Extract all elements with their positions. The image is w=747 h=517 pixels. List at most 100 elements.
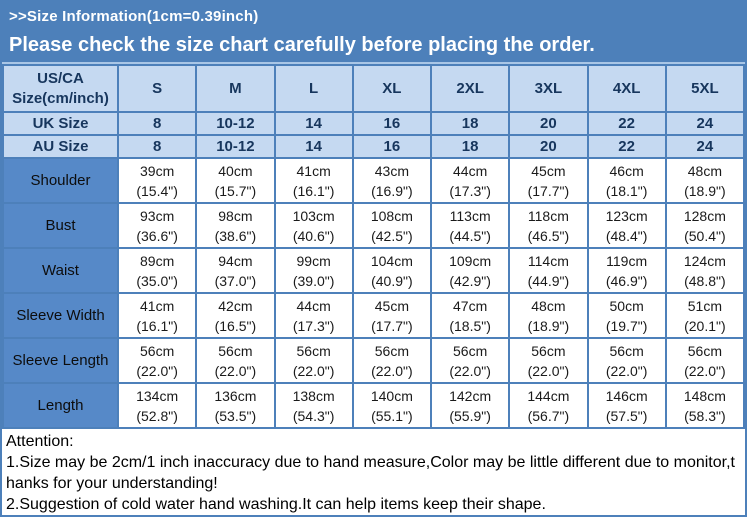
cm-value: 40cm bbox=[218, 162, 253, 179]
attention-line-2: 2.Suggestion of cold water hand washing.… bbox=[6, 496, 546, 513]
size-header-row: US/CA Size(cm/inch) S M L XL 2XL 3XL 4XL 5XL bbox=[2, 64, 745, 113]
cm-value: 114cm bbox=[527, 252, 569, 269]
cm-value: 119cm bbox=[606, 252, 648, 269]
inch-value: (15.7") bbox=[214, 182, 257, 199]
measurement-label: Sleeve Length bbox=[2, 337, 119, 384]
cm-value: 146cm bbox=[605, 387, 648, 404]
size-column-m: M bbox=[195, 64, 276, 113]
cm-value: 45cm bbox=[374, 297, 409, 314]
measurement-cell: 140cm (55.1") bbox=[351, 382, 433, 429]
measurement-cell: 103cm (40.6") bbox=[273, 202, 354, 249]
cm-value: 104cm bbox=[370, 252, 413, 269]
au-size-row-value: 24 bbox=[664, 134, 745, 159]
cm-value: 140cm bbox=[370, 387, 413, 404]
cm-value: 47cm bbox=[453, 297, 488, 314]
cm-value: 45cm bbox=[531, 162, 566, 179]
inch-value: (22.0") bbox=[371, 362, 413, 379]
cm-value: 56cm bbox=[296, 342, 331, 359]
cm-value: 43cm bbox=[374, 162, 409, 179]
inch-value: (54.3") bbox=[292, 407, 335, 424]
measurement-cell: 134cm (52.8") bbox=[116, 382, 198, 429]
measurement-cell: 56cm (22.0") bbox=[273, 337, 354, 384]
corner-header-us-ca: US/CA Size(cm/inch) bbox=[2, 64, 119, 113]
uk-size-row: UK Size 8 10-12 14 16 18 20 22 24 bbox=[2, 111, 745, 136]
measurement-cell: 56cm (22.0") bbox=[195, 337, 276, 384]
size-column-2xl: 2XL bbox=[429, 64, 511, 113]
cm-value: 48cm bbox=[687, 162, 722, 179]
inch-value: (44.5") bbox=[449, 227, 491, 244]
attention-line-1: 1.Size may be 2cm/1 inch inaccuracy due … bbox=[6, 454, 735, 492]
measurement-cell: 146cm (57.5") bbox=[586, 382, 667, 429]
uk-size-row-value: 20 bbox=[508, 111, 589, 136]
measurement-cell: 128cm (50.4") bbox=[664, 202, 745, 249]
measurement-cell: 46cm (18.1") bbox=[586, 157, 667, 204]
inch-value: (22.0") bbox=[136, 362, 178, 379]
size-column-4xl: 4XL bbox=[586, 64, 667, 113]
measurement-cell: 109cm (42.9") bbox=[429, 247, 511, 294]
measurement-cell: 44cm (17.3") bbox=[429, 157, 511, 204]
inch-value: (22.0") bbox=[527, 362, 570, 379]
inch-value: (16.1") bbox=[292, 182, 335, 199]
measurement-cell: 56cm (22.0") bbox=[664, 337, 745, 384]
inch-value: (18.1") bbox=[605, 182, 648, 199]
banner: >>Size Information(1cm=0.39inch) Please … bbox=[2, 2, 745, 64]
inch-value: (17.3") bbox=[292, 317, 335, 334]
cm-value: 48cm bbox=[531, 297, 566, 314]
inch-value: (16.9") bbox=[371, 182, 413, 199]
inch-value: (48.8") bbox=[684, 272, 726, 289]
size-column-5xl: 5XL bbox=[664, 64, 745, 113]
measurement-row-waist: Waist 89cm (35.0") 94cm (37.0") 99cm (39.0") 10… bbox=[2, 247, 745, 294]
measurement-cell: 45cm (17.7") bbox=[351, 292, 433, 339]
cm-value: 56cm bbox=[374, 342, 409, 359]
inch-value: (40.6") bbox=[292, 227, 335, 244]
inch-value: (52.8") bbox=[136, 407, 178, 424]
measurement-row-shoulder: Shoulder 39cm (15.4") 40cm (15.7") 41cm (16.1"… bbox=[2, 157, 745, 204]
inch-value: (53.5") bbox=[214, 407, 257, 424]
measurement-row-sleeve-length: Sleeve Length 56cm (22.0") 56cm (22.0") 56cm (… bbox=[2, 337, 745, 384]
cm-value: 113cm bbox=[449, 207, 491, 224]
cm-value: 42cm bbox=[218, 297, 253, 314]
measurement-row-sleeve-width: Sleeve Width 41cm (16.1") 42cm (16.5") 44cm (1… bbox=[2, 292, 745, 339]
size-column-l: L bbox=[273, 64, 354, 113]
measurement-label: Bust bbox=[2, 202, 119, 249]
measurement-cell: 148cm (58.3") bbox=[664, 382, 745, 429]
inch-value: (17.7") bbox=[371, 317, 413, 334]
cm-value: 41cm bbox=[296, 162, 331, 179]
inch-value: (55.1") bbox=[371, 407, 413, 424]
uk-size-row-label: UK Size bbox=[2, 111, 119, 136]
cm-value: 134cm bbox=[136, 387, 179, 404]
measurement-cell: 114cm (44.9") bbox=[508, 247, 589, 294]
uk-size-row-value: 22 bbox=[586, 111, 667, 136]
measurement-cell: 93cm (36.6") bbox=[116, 202, 198, 249]
inch-value: (58.3") bbox=[684, 407, 726, 424]
measurement-row-length: Length 134cm (52.8") 136cm (53.5") 138cm (54.3… bbox=[2, 382, 745, 429]
measurement-cell: 89cm (35.0") bbox=[116, 247, 198, 294]
measurement-label: Length bbox=[2, 382, 119, 429]
measurement-cell: 50cm (19.7") bbox=[586, 292, 667, 339]
inch-value: (22.0") bbox=[684, 362, 726, 379]
inch-value: (37.0") bbox=[214, 272, 257, 289]
measurement-cell: 40cm (15.7") bbox=[195, 157, 276, 204]
measurement-cell: 118cm (46.5") bbox=[508, 202, 589, 249]
inch-value: (19.7") bbox=[605, 317, 648, 334]
inch-value: (18.9") bbox=[527, 317, 570, 334]
inch-value: (57.5") bbox=[605, 407, 648, 424]
inch-value: (46.5") bbox=[527, 227, 570, 244]
measurement-cell: 42cm (16.5") bbox=[195, 292, 276, 339]
cm-value: 50cm bbox=[609, 297, 644, 314]
au-size-row: AU Size 8 10-12 14 16 18 20 22 24 bbox=[2, 134, 745, 159]
uk-size-row-value: 14 bbox=[273, 111, 354, 136]
size-chart-table: US/CA Size(cm/inch) S M L XL 2XL 3XL 4XL 5XL UK… bbox=[2, 64, 745, 429]
cm-value: 39cm bbox=[140, 162, 175, 179]
measurement-cell: 56cm (22.0") bbox=[351, 337, 433, 384]
inch-value: (17.3") bbox=[449, 182, 491, 199]
cm-value: 148cm bbox=[683, 387, 726, 404]
inch-value: (40.9") bbox=[371, 272, 413, 289]
size-column-s: S bbox=[116, 64, 198, 113]
measurement-cell: 123cm (48.4") bbox=[586, 202, 667, 249]
inch-value: (48.4") bbox=[605, 227, 648, 244]
cm-value: 94cm bbox=[218, 252, 253, 269]
size-check-notice: Please check the size chart carefully be… bbox=[9, 34, 595, 56]
inch-value: (56.7") bbox=[527, 407, 570, 424]
cm-value: 123cm bbox=[605, 207, 648, 224]
